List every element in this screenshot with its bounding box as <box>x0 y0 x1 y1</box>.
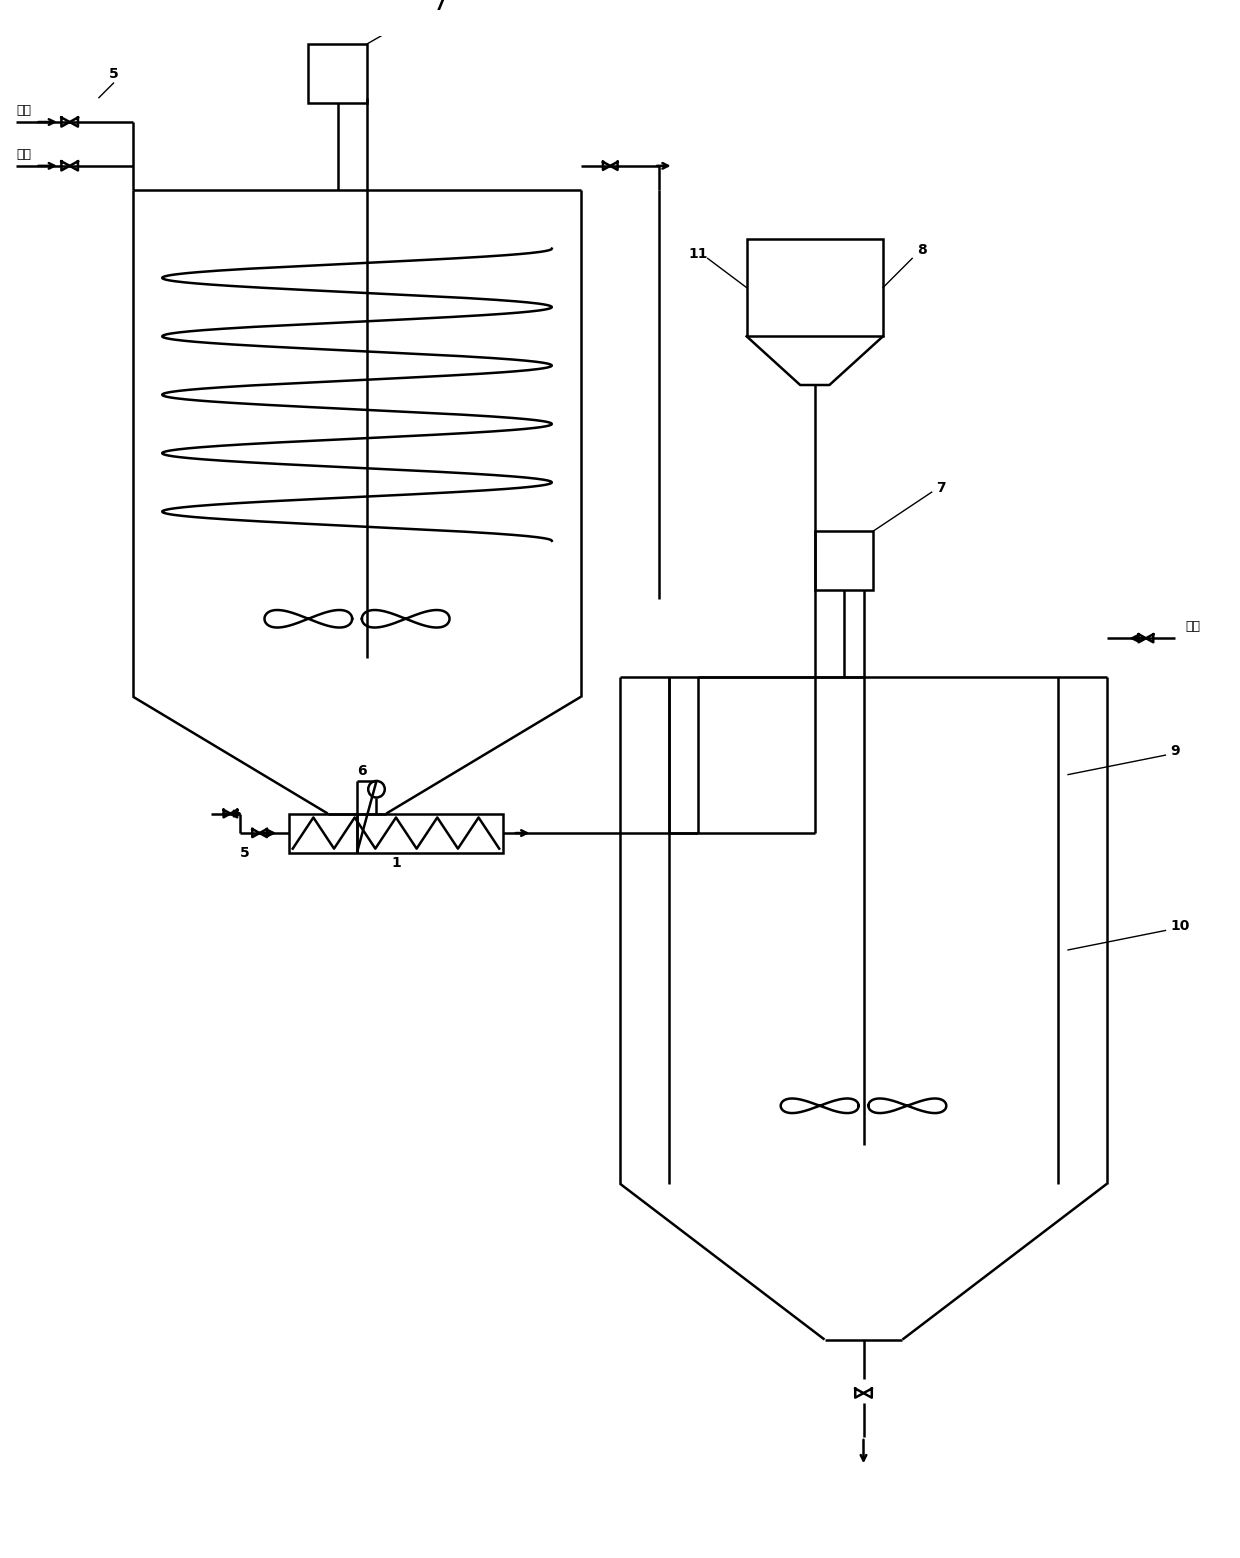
Text: 蒸汽: 蒸汽 <box>16 148 31 160</box>
Text: 钔液: 钔液 <box>16 104 31 117</box>
Text: 11: 11 <box>688 248 708 262</box>
Text: 5: 5 <box>241 846 250 860</box>
Text: 5: 5 <box>109 67 118 81</box>
Bar <box>815 531 873 589</box>
Text: 9: 9 <box>1171 745 1180 759</box>
Text: 蒸汽: 蒸汽 <box>1185 620 1200 634</box>
Bar <box>746 238 883 337</box>
Text: 1: 1 <box>391 857 401 871</box>
Text: 10: 10 <box>1171 919 1189 933</box>
Text: 7: 7 <box>936 481 946 495</box>
Text: 7: 7 <box>435 0 445 12</box>
Bar <box>289 813 503 852</box>
Text: 8: 8 <box>918 243 926 257</box>
Text: 6: 6 <box>357 763 367 777</box>
Bar <box>309 44 367 103</box>
